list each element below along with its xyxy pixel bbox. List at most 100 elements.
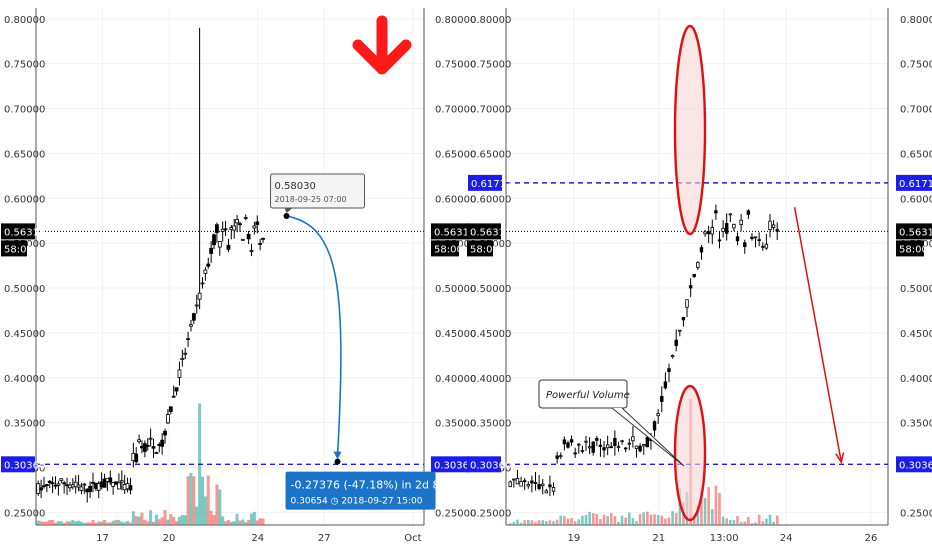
- countdown-left-bg: [1, 240, 27, 257]
- volume-bar: [710, 509, 714, 525]
- x-tick-label: 20: [163, 533, 176, 544]
- volume-bar: [97, 521, 101, 525]
- candle-body: [562, 439, 567, 445]
- y-tick-label-left: 0.35000: [4, 419, 45, 430]
- candle-body: [79, 486, 84, 491]
- volume-bar: [512, 522, 516, 525]
- candle-body: [56, 483, 61, 486]
- candle-body: [217, 241, 222, 248]
- volume-bar: [215, 484, 219, 525]
- x-tick-label: 24: [780, 533, 793, 544]
- candle-body: [746, 210, 751, 215]
- candle-body: [177, 369, 182, 378]
- candle-body: [76, 484, 81, 488]
- volume-bar: [241, 519, 245, 525]
- support-label-right-bg: [896, 456, 932, 473]
- volume-bar: [209, 510, 213, 525]
- y-tick-label-left: 0.80000: [470, 15, 511, 26]
- volume-bar: [703, 498, 707, 525]
- y-tick-label-right: 0.60000: [435, 194, 476, 205]
- resistance-label-right-bg: [896, 174, 932, 191]
- candle-body: [252, 225, 257, 229]
- volume-bar: [62, 523, 66, 525]
- candle-body: [148, 437, 153, 440]
- candle-body: [627, 442, 632, 445]
- candle-body: [117, 482, 121, 490]
- volume-bar: [229, 521, 233, 525]
- candle-body: [119, 480, 124, 483]
- measure-end-dot: [334, 458, 341, 465]
- volume-bar: [218, 489, 222, 525]
- y-tick-label-right: 0.45000: [900, 329, 932, 340]
- candle-body: [243, 217, 248, 219]
- candle-body: [151, 446, 156, 449]
- candle-body: [584, 440, 588, 443]
- candle-body: [108, 477, 113, 483]
- candle-body: [609, 446, 613, 449]
- candle-body: [197, 292, 202, 300]
- candle-body: [750, 236, 754, 239]
- volume-bar: [149, 510, 153, 525]
- volume-bar: [584, 514, 588, 525]
- candle-body: [605, 444, 610, 449]
- candle-body: [541, 483, 545, 487]
- y-tick-label-right: 0.35000: [900, 419, 932, 430]
- candle-body: [634, 445, 639, 449]
- candle-body: [548, 484, 552, 488]
- volume-bar: [700, 490, 703, 525]
- candle-body: [50, 482, 55, 485]
- y-tick-label-left: 0.70000: [470, 105, 511, 116]
- volume-bar: [635, 521, 638, 525]
- y-tick-label-right: 0.50000: [900, 284, 932, 295]
- candle-body: [261, 238, 265, 240]
- volume-bar: [656, 515, 660, 525]
- volume-bar: [602, 514, 606, 525]
- candle-body: [706, 231, 711, 235]
- candle-body: [246, 233, 251, 240]
- y-tick-label-left: 0.70000: [4, 105, 45, 116]
- candle-body: [775, 229, 779, 232]
- volume-bar: [143, 519, 147, 525]
- volume-bar: [617, 521, 620, 525]
- candle-body: [240, 238, 245, 241]
- candle-body: [223, 228, 228, 231]
- candle-body: [645, 436, 650, 448]
- volume-bar: [71, 519, 75, 525]
- volume-bar: [573, 521, 577, 525]
- volume-bar: [85, 522, 89, 525]
- x-tick-label: 13:00: [710, 533, 739, 544]
- candle-body: [656, 413, 660, 417]
- volume-bar: [631, 517, 635, 525]
- volume-bar: [620, 515, 624, 525]
- volume-bar: [68, 521, 72, 525]
- y-tick-label-right: 0.65000: [900, 149, 932, 160]
- price-label-right-bg: [431, 223, 469, 240]
- volume-bar: [530, 520, 534, 525]
- volume-bar: [588, 511, 591, 525]
- candle-body: [206, 263, 211, 267]
- y-tick-label-left: 0.45000: [470, 329, 511, 340]
- volume-bar: [577, 519, 581, 525]
- volume-bar: [54, 522, 58, 525]
- candle-body: [526, 484, 530, 487]
- candle-body: [255, 221, 260, 226]
- resistance-label-left-bg: [468, 174, 502, 191]
- volume-bar: [128, 522, 132, 525]
- volume-bar: [232, 521, 236, 525]
- candle-body: [235, 219, 239, 224]
- volume-bar: [761, 521, 765, 525]
- candle-body: [587, 446, 592, 449]
- volume-bar: [563, 516, 566, 525]
- candle-body: [154, 452, 159, 455]
- candle-body: [631, 436, 635, 442]
- candle-body: [623, 447, 628, 450]
- volume-bar: [555, 519, 559, 525]
- y-tick-label-left: 0.65000: [4, 149, 45, 160]
- volume-bar: [103, 519, 107, 525]
- volume-bar: [526, 520, 530, 525]
- candle-body: [134, 453, 139, 463]
- volume-bar: [100, 521, 104, 525]
- callout-end-detail: 0.30654 ◷ 2018-09-27 15:00: [291, 497, 423, 507]
- y-tick-label-right: 0.60000: [900, 194, 932, 205]
